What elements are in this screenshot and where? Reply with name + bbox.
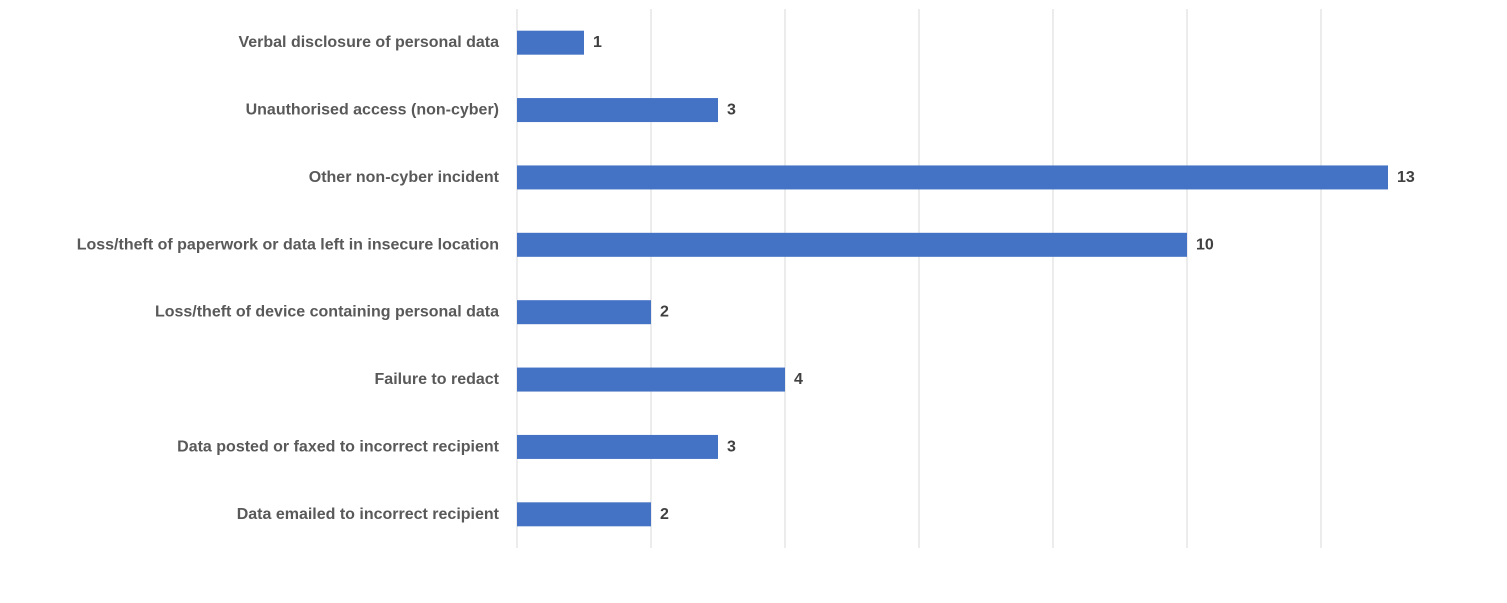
category-label: Failure to redact xyxy=(375,371,500,388)
category-label: Other non-cyber incident xyxy=(309,169,500,186)
category-label: Unauthorised access (non-cyber) xyxy=(246,102,499,119)
data-label: 2 xyxy=(660,506,669,523)
bar xyxy=(517,434,718,459)
category-label: Loss/theft of paperwork or data left in … xyxy=(77,236,499,253)
bar xyxy=(517,232,1187,257)
data-label: 10 xyxy=(1196,236,1214,253)
bar xyxy=(517,367,785,392)
data-label: 2 xyxy=(660,304,669,321)
data-label: 3 xyxy=(727,102,736,119)
bar xyxy=(517,165,1388,190)
bar xyxy=(517,502,651,527)
category-label: Data emailed to incorrect recipient xyxy=(237,506,500,523)
bar xyxy=(517,98,718,123)
data-label: 13 xyxy=(1397,169,1415,186)
bar xyxy=(517,300,651,325)
bars xyxy=(517,30,1388,527)
gridlines xyxy=(516,9,1322,548)
category-label: Verbal disclosure of personal data xyxy=(238,34,499,51)
bar xyxy=(517,30,584,55)
labels: Verbal disclosure of personal data 1 Unaut… xyxy=(77,34,1415,523)
category-label: Data posted or faxed to incorrect recipi… xyxy=(177,438,500,455)
data-label: 4 xyxy=(794,371,803,388)
category-label: Loss/theft of device containing personal… xyxy=(155,304,499,321)
data-label: 1 xyxy=(593,34,602,51)
data-label: 3 xyxy=(727,438,736,455)
